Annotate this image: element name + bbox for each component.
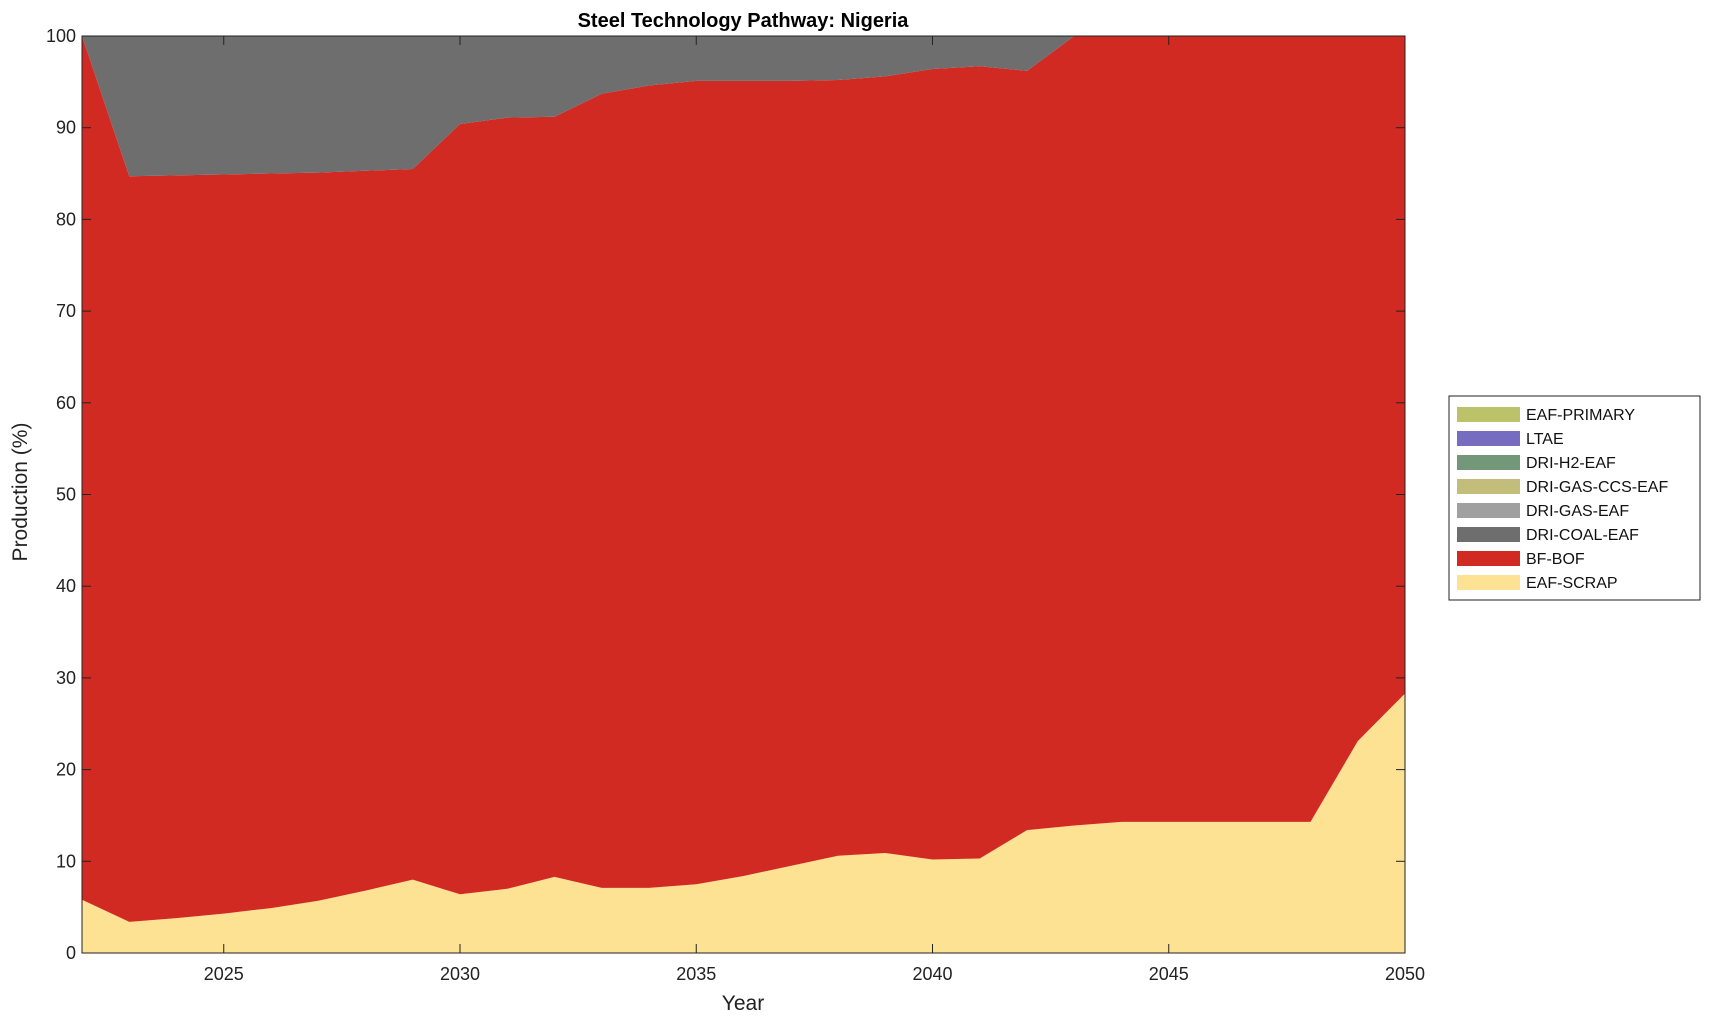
legend-box <box>1448 395 1701 601</box>
legend-label-dri-gas-ccs-eaf: DRI-GAS-CCS-EAF <box>1526 479 1668 496</box>
legend-label-dri-coal-eaf: DRI-COAL-EAF <box>1526 527 1639 544</box>
legend-label-eaf-scrap: EAF-SCRAP <box>1526 575 1618 592</box>
x-tick-label: 2045 <box>1149 964 1189 984</box>
legend-label-dri-h2-eaf: DRI-H2-EAF <box>1526 455 1616 472</box>
legend-swatch-dri-h2-eaf <box>1457 455 1520 470</box>
legend-label-ltae: LTAE <box>1526 431 1564 448</box>
legend-swatch-dri-coal-eaf <box>1457 527 1520 542</box>
y-tick-label: 10 <box>56 851 76 871</box>
y-tick-label: 50 <box>56 485 76 505</box>
legend-swatch-eaf-primary <box>1457 407 1520 422</box>
x-tick-label: 2035 <box>676 964 716 984</box>
plot-area <box>82 36 1405 953</box>
legend-swatch-eaf-scrap <box>1457 575 1520 590</box>
y-tick-label: 20 <box>56 760 76 780</box>
area-eaf-scrap <box>82 693 1405 953</box>
legend-swatch-dri-gas-ccs-eaf <box>1457 479 1520 494</box>
y-tick-label: 90 <box>56 118 76 138</box>
area-dri-coal-eaf <box>82 36 1405 177</box>
x-tick-label: 2040 <box>912 964 952 984</box>
x-tick-label: 2025 <box>204 964 244 984</box>
y-tick-label: 70 <box>56 301 76 321</box>
legend-label-bf-bof: BF-BOF <box>1526 551 1585 568</box>
legend-swatch-bf-bof <box>1457 551 1520 566</box>
y-tick-label: 100 <box>46 26 76 46</box>
area-bf-bof <box>82 36 1405 922</box>
y-axis-label: Production (%) <box>9 423 32 562</box>
y-tick-label: 40 <box>56 576 76 596</box>
legend-swatch-dri-gas-eaf <box>1457 503 1520 518</box>
legend-label-eaf-primary: EAF-PRIMARY <box>1526 407 1635 424</box>
chart-title: Steel Technology Pathway: Nigeria <box>578 10 910 32</box>
y-tick-label: 80 <box>56 209 76 229</box>
y-tick-label: 0 <box>66 943 76 963</box>
x-tick-label: 2050 <box>1385 964 1425 984</box>
legend-label-dri-gas-eaf: DRI-GAS-EAF <box>1526 503 1629 520</box>
legend-swatch-ltae <box>1457 431 1520 446</box>
legend: EAF-PRIMARY LTAE DRI-H2-EAF DRI-GAS-CCS-EAF… <box>1448 395 1701 601</box>
y-tick-label: 30 <box>56 668 76 688</box>
x-tick-label: 2030 <box>440 964 480 984</box>
x-axis-label: Year <box>722 992 764 1015</box>
y-tick-label: 60 <box>56 393 76 413</box>
